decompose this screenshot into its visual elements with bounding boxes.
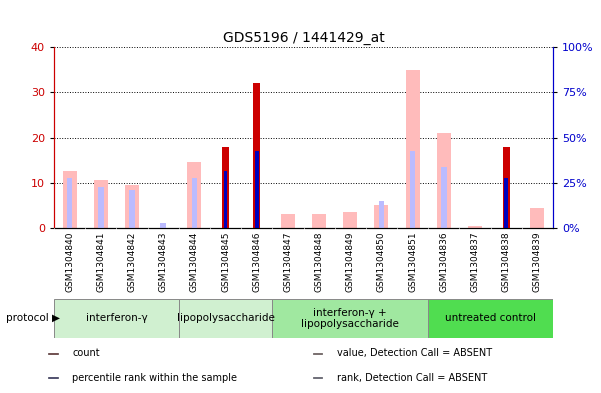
Bar xyxy=(125,185,139,228)
Text: GSM1304846: GSM1304846 xyxy=(252,231,261,292)
Bar xyxy=(67,178,73,228)
Text: GSM1304837: GSM1304837 xyxy=(471,231,480,292)
Text: interferon-γ +
lipopolysaccharide: interferon-γ + lipopolysaccharide xyxy=(301,308,399,329)
Bar xyxy=(63,171,77,228)
Text: GSM1304849: GSM1304849 xyxy=(346,231,355,292)
Text: value, Detection Call = ABSENT: value, Detection Call = ABSENT xyxy=(337,348,492,358)
Text: GSM1304851: GSM1304851 xyxy=(408,231,417,292)
Bar xyxy=(192,178,197,228)
Bar xyxy=(437,133,451,228)
Bar xyxy=(374,205,388,228)
Text: GSM1304847: GSM1304847 xyxy=(284,231,293,292)
Text: percentile rank within the sample: percentile rank within the sample xyxy=(72,373,237,383)
Text: untreated control: untreated control xyxy=(445,313,536,323)
Bar xyxy=(502,147,510,228)
Bar xyxy=(429,299,553,338)
Bar xyxy=(54,299,179,338)
Text: interferon-γ: interferon-γ xyxy=(85,313,147,323)
Bar xyxy=(98,187,103,228)
Bar xyxy=(406,70,419,228)
Bar xyxy=(272,299,428,338)
Text: lipopolysaccharide: lipopolysaccharide xyxy=(177,313,275,323)
Text: GSM1304836: GSM1304836 xyxy=(439,231,448,292)
Bar xyxy=(129,189,135,228)
Text: GSM1304840: GSM1304840 xyxy=(65,231,74,292)
Bar xyxy=(255,151,258,228)
Bar xyxy=(441,167,447,228)
Bar xyxy=(48,353,58,354)
Bar xyxy=(179,299,272,338)
Title: GDS5196 / 1441429_at: GDS5196 / 1441429_at xyxy=(222,31,385,45)
Bar xyxy=(188,162,201,228)
Bar xyxy=(410,151,415,228)
Bar xyxy=(313,377,322,378)
Bar xyxy=(222,147,229,228)
Bar xyxy=(530,208,545,228)
Bar xyxy=(253,83,260,228)
Bar xyxy=(160,223,166,228)
Text: GSM1304845: GSM1304845 xyxy=(221,231,230,292)
Bar xyxy=(379,201,384,228)
Text: GSM1304848: GSM1304848 xyxy=(314,231,323,292)
Text: count: count xyxy=(72,348,100,358)
Bar xyxy=(94,180,108,228)
Text: GSM1304838: GSM1304838 xyxy=(502,231,511,292)
Text: GSM1304841: GSM1304841 xyxy=(96,231,105,292)
Text: GSM1304842: GSM1304842 xyxy=(127,231,136,292)
Bar xyxy=(224,171,227,228)
Bar xyxy=(48,377,58,378)
Bar xyxy=(468,226,482,228)
Bar xyxy=(313,353,322,354)
Text: GSM1304843: GSM1304843 xyxy=(159,231,168,292)
Bar xyxy=(343,212,357,228)
Text: rank, Detection Call = ABSENT: rank, Detection Call = ABSENT xyxy=(337,373,487,383)
Text: GSM1304850: GSM1304850 xyxy=(377,231,386,292)
Text: protocol ▶: protocol ▶ xyxy=(6,313,60,323)
Text: GSM1304844: GSM1304844 xyxy=(190,231,199,292)
Text: GSM1304839: GSM1304839 xyxy=(533,231,542,292)
Bar xyxy=(504,178,508,228)
Bar xyxy=(281,214,295,228)
Bar xyxy=(254,156,260,228)
Bar xyxy=(312,214,326,228)
